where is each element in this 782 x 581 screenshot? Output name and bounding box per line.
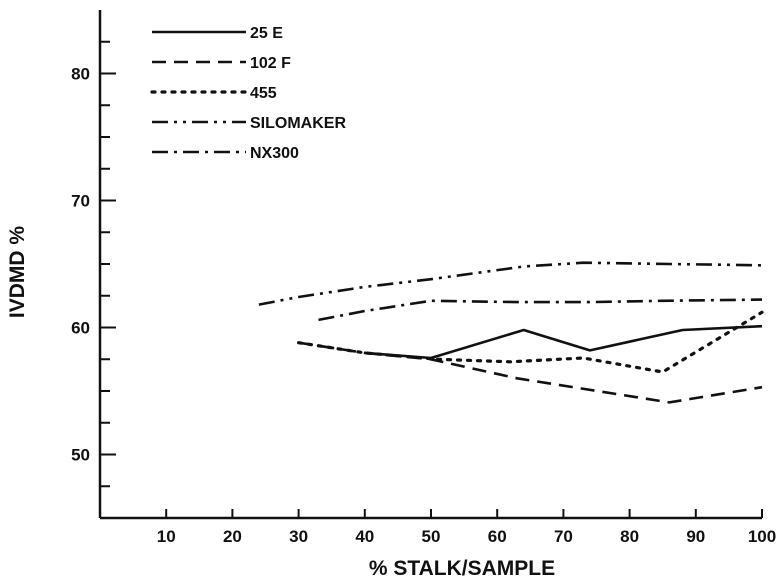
- x-axis-title: % STALK/SAMPLE: [369, 557, 555, 580]
- series-line-nx300: [318, 298, 763, 322]
- series-line-silomaker: [258, 261, 763, 306]
- y-tick-label: 50: [71, 446, 90, 465]
- legend-label: SILOMAKER: [250, 115, 346, 132]
- x-tick-label: 40: [355, 527, 374, 546]
- y-tick-label: 60: [71, 319, 90, 338]
- x-tick-label: 80: [620, 527, 639, 546]
- legend-label: 102 F: [250, 55, 291, 72]
- y-tick-label: 80: [71, 65, 90, 84]
- series-line-102-f: [298, 341, 763, 404]
- x-tick-label: 30: [289, 527, 308, 546]
- x-tick-label: 50: [422, 527, 441, 546]
- series-layer: [258, 261, 764, 404]
- y-tick-label: 70: [71, 192, 90, 211]
- series-line-25-e: [364, 324, 763, 360]
- x-tick-label: 90: [686, 527, 705, 546]
- x-tick-label: 20: [223, 527, 242, 546]
- x-ticks: 10 20 30 40 50 60 70 80 90 100: [157, 509, 776, 546]
- y-ticks: 50 60 70 80: [71, 40, 116, 488]
- legend-label: 25 E: [250, 25, 283, 42]
- y-axis-title: IVDMD %: [6, 226, 29, 319]
- x-tick-label: 70: [554, 527, 573, 546]
- series-line-455: [297, 310, 764, 374]
- legend: 25 E 102 F 455 SILOMAKER NX300: [150, 25, 346, 162]
- legend-label: NX300: [250, 145, 299, 162]
- legend-label: 455: [250, 85, 277, 102]
- x-tick-label: 60: [488, 527, 507, 546]
- x-tick-label: 10: [157, 527, 176, 546]
- x-tick-label: 100: [748, 527, 776, 546]
